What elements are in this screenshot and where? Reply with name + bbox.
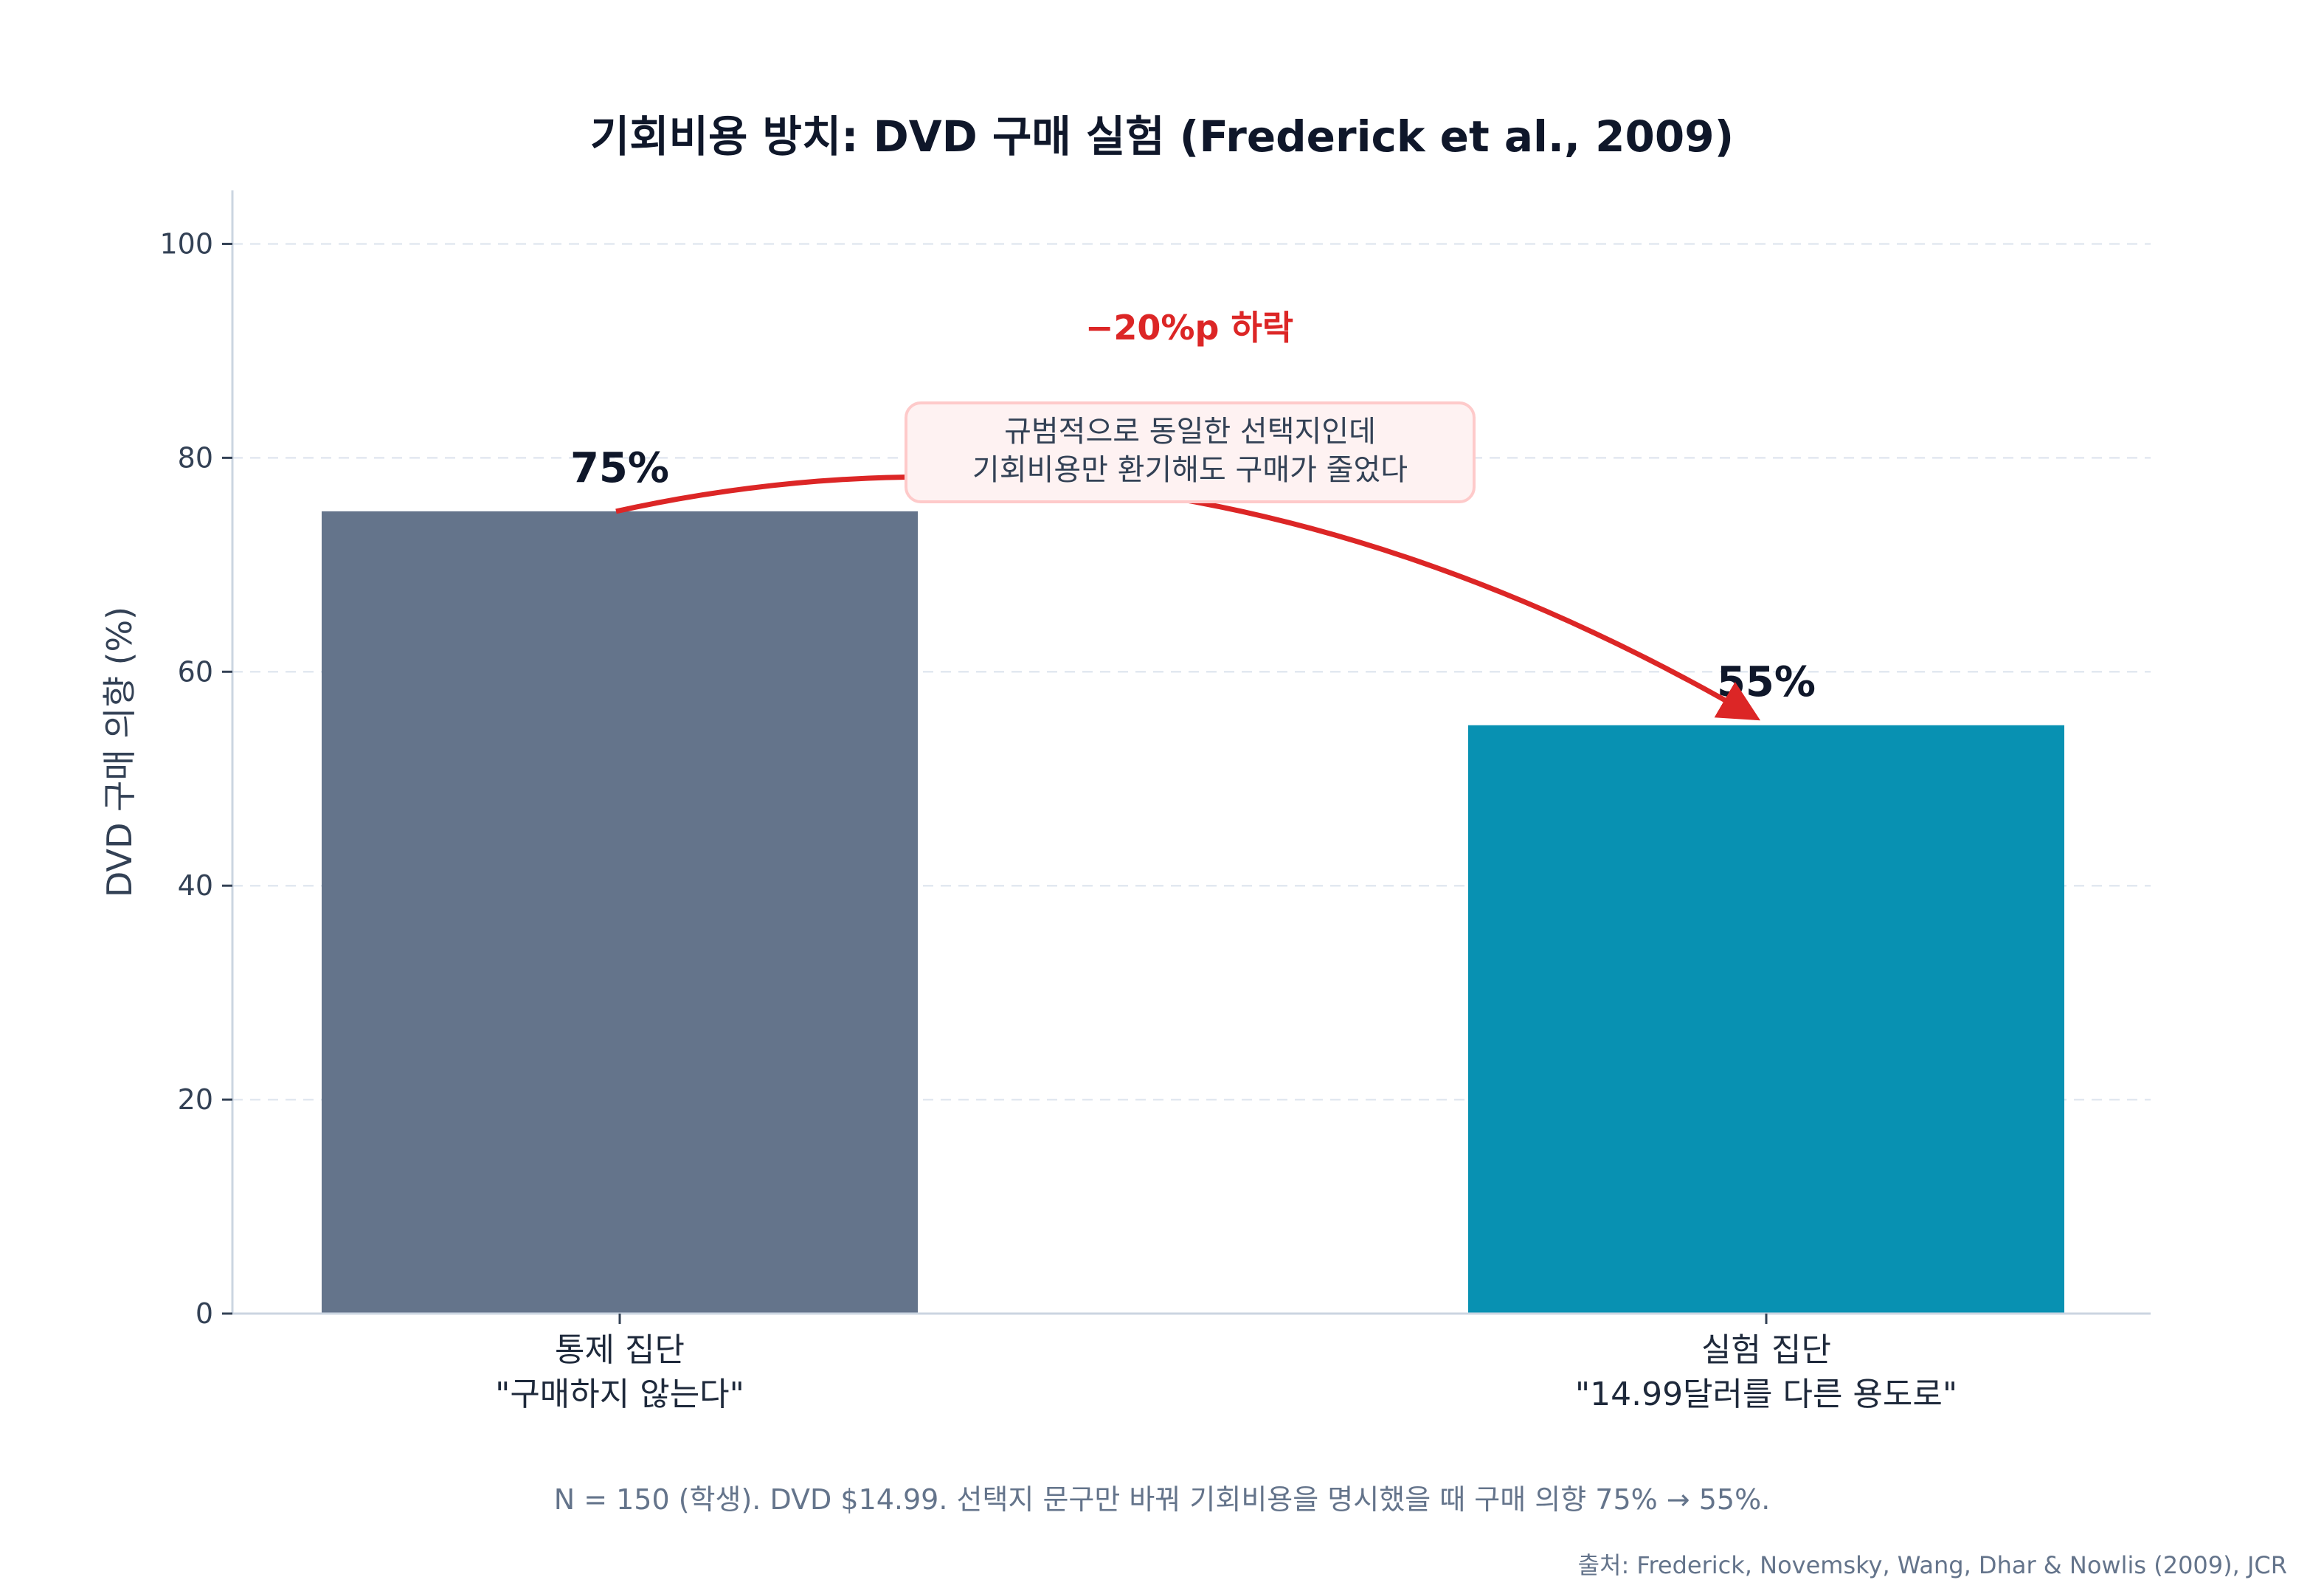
y-tick-label: 40 — [178, 869, 213, 902]
y-tick-label: 0 — [196, 1297, 213, 1330]
x-category-label: 실험 집단 — [1701, 1331, 1831, 1369]
annotation-box: 규범적으로 동일한 선택지인데 기회비용만 환기해도 구매가 줄었다 — [905, 401, 1476, 503]
x-category-label: "구매하지 않는다" — [495, 1376, 744, 1413]
x-category-label: "14.99달러를 다른 용도로" — [1575, 1376, 1957, 1413]
annotation-line-2: 기회비용만 환기해도 구매가 줄었다 — [972, 453, 1408, 487]
y-axis-label: DVD 구매 의향 (%) — [100, 607, 139, 897]
y-tick-label: 20 — [178, 1083, 213, 1116]
source-note: 출처: Frederick, Novemsky, Wang, Dhar & No… — [1578, 1551, 2287, 1579]
annotation-line-1: 규범적으로 동일한 선택지인데 — [1004, 415, 1376, 449]
x-categories: 통제 집단 "구매하지 않는다" 실험 집단 "14.99달러를 다른 용도로" — [495, 1314, 1957, 1413]
bar-value-label: 55% — [1717, 658, 1816, 706]
y-ticks: 0 20 40 60 80 100 — [159, 227, 232, 1330]
y-tick-label: 60 — [178, 655, 213, 688]
bar — [1468, 725, 2064, 1314]
y-tick-label: 100 — [159, 227, 213, 260]
bar-value-label: 75% — [570, 444, 669, 492]
bar — [322, 511, 918, 1314]
bars: 75% 55% — [322, 444, 2064, 1314]
chart-title: 기회비용 방치: DVD 구매 실험 (Frederick et al., 20… — [590, 111, 1734, 162]
y-tick-label: 80 — [178, 441, 213, 474]
delta-label: −20%p 하락 — [1085, 308, 1293, 348]
footnote: N = 150 (학생). DVD $14.99. 선택지 문구만 바꿔 기회비… — [554, 1483, 1771, 1516]
x-category-label: 통제 집단 — [555, 1331, 685, 1369]
